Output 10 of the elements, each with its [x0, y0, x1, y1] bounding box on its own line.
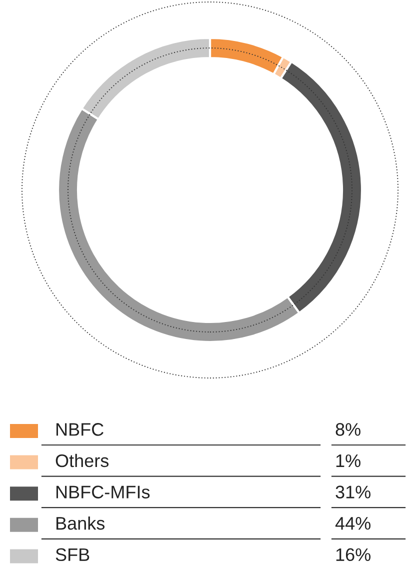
- legend-label: NBFC-MFIs: [56, 486, 150, 498]
- data-label: 31%: [336, 486, 370, 498]
- data-label: 8%: [336, 423, 360, 436]
- data-label: 16%: [336, 548, 370, 562]
- legend-label: Others: [56, 454, 109, 468]
- legend-label: NBFC: [56, 423, 104, 436]
- data-label: 44%: [335, 517, 370, 530]
- legend-label: Banks: [56, 516, 105, 530]
- data-label: 1%: [336, 454, 360, 468]
- legend-label: SFB: [56, 548, 90, 562]
